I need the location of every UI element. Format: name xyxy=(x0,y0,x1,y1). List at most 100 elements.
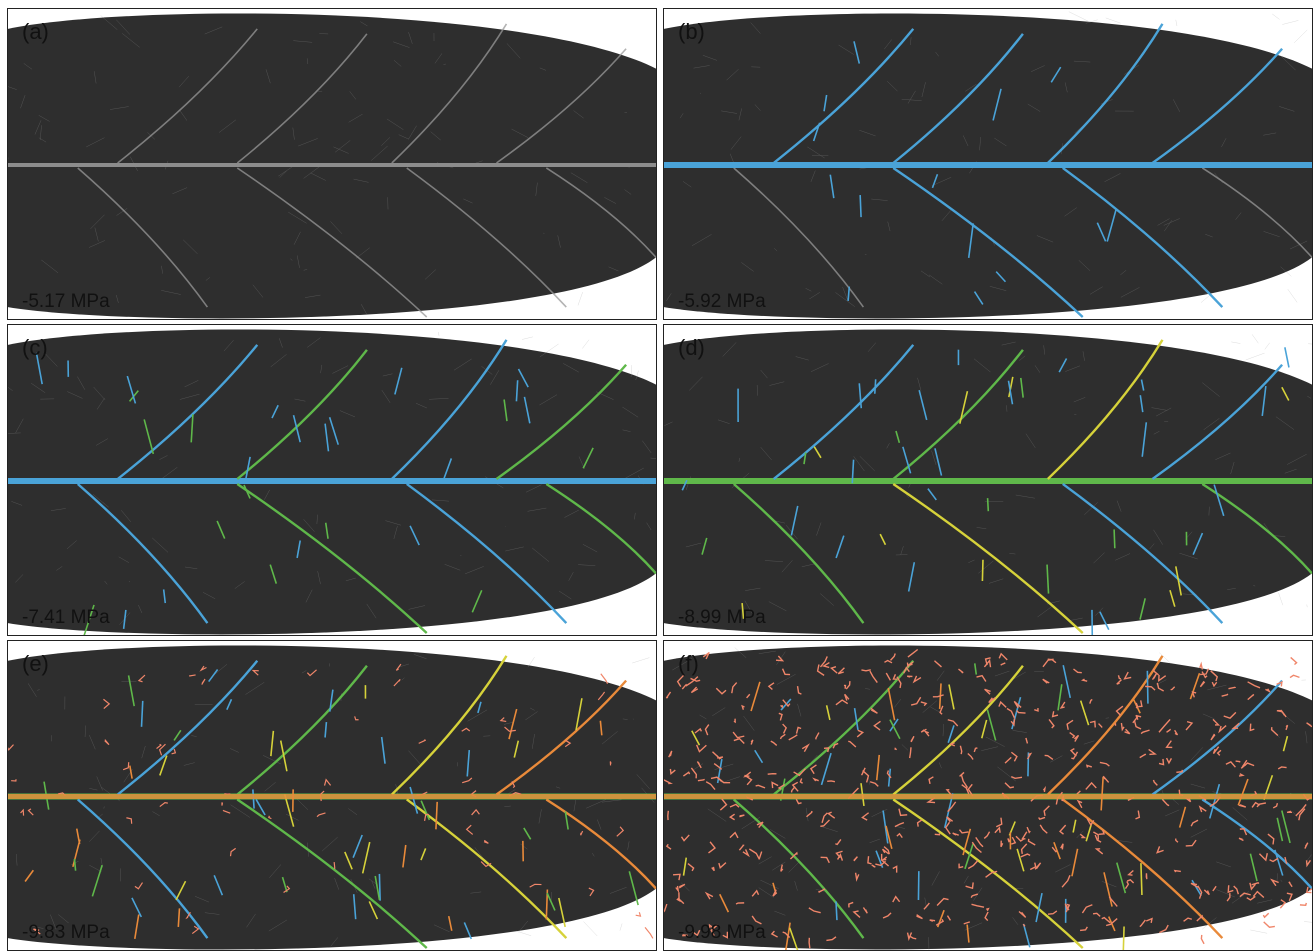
embolised-minor-vein xyxy=(1191,691,1197,698)
embolised-minor-vein xyxy=(1185,839,1197,847)
embolised-minor-vein xyxy=(664,903,668,913)
embolised-branch xyxy=(409,525,420,546)
embolised-minor-vein xyxy=(1196,914,1204,922)
embolised-minor-vein xyxy=(1161,798,1170,807)
embolised-vein xyxy=(1062,483,1224,624)
minor-vein xyxy=(1009,552,1016,555)
embolised-minor-vein xyxy=(691,929,701,937)
minor-vein xyxy=(1027,103,1041,112)
minor-vein xyxy=(118,556,130,563)
embolised-minor-vein xyxy=(923,902,930,910)
embolised-branch xyxy=(995,271,1007,283)
minor-vein xyxy=(994,137,1007,147)
embolised-minor-vein xyxy=(958,668,964,674)
embolised-minor-vein xyxy=(1101,916,1111,924)
embolised-minor-vein xyxy=(199,665,207,672)
embolised-minor-vein xyxy=(1102,775,1110,783)
minor-vein xyxy=(508,789,516,794)
embolised-vein xyxy=(1151,679,1283,796)
embolised-minor-vein xyxy=(1013,700,1022,709)
embolised-minor-vein xyxy=(1203,889,1210,896)
embolised-minor-vein xyxy=(742,771,752,778)
minor-vein xyxy=(453,358,472,371)
embolised-minor-vein xyxy=(791,781,799,792)
embolised-vein xyxy=(390,655,508,796)
embolised-minor-vein xyxy=(912,675,922,684)
embolised-branch xyxy=(435,801,438,830)
minor-vein xyxy=(730,136,742,150)
minor-vein xyxy=(622,406,639,418)
minor-vein xyxy=(853,456,865,472)
embolised-minor-vein xyxy=(844,693,850,701)
minor-vein xyxy=(1232,807,1248,821)
minor-vein xyxy=(989,286,1007,291)
embolised-minor-vein xyxy=(751,915,762,925)
minor-vein xyxy=(1034,365,1041,373)
minor-vein xyxy=(871,808,888,817)
embolised-minor-vein xyxy=(826,936,837,942)
embolised-minor-vein xyxy=(1022,923,1026,927)
embolised-minor-vein xyxy=(1190,882,1199,888)
embolised-branch xyxy=(853,707,859,731)
embolised-branch xyxy=(1106,209,1117,242)
embolised-branch xyxy=(1071,848,1079,877)
embolised-minor-vein xyxy=(741,704,745,710)
minor-vein xyxy=(66,540,77,550)
minor-vein xyxy=(348,113,363,123)
embolised-minor-vein xyxy=(1235,760,1241,763)
embolised-vein xyxy=(1046,339,1164,480)
minor-vein xyxy=(330,221,343,234)
minor-vein xyxy=(1078,260,1091,271)
embolised-minor-vein xyxy=(789,851,798,860)
embolised-minor-vein xyxy=(188,674,196,677)
panel-a: (a) -5.17 MPa xyxy=(7,8,657,320)
minor-vein xyxy=(1278,592,1284,606)
minor-vein xyxy=(100,15,118,30)
embolised-minor-vein xyxy=(682,934,688,937)
minor-vein xyxy=(1084,502,1098,516)
minor-vein xyxy=(293,40,313,43)
embolised-vein xyxy=(892,349,1024,480)
embolised-branch xyxy=(859,195,862,218)
minor-vein xyxy=(539,394,558,406)
minor-vein xyxy=(838,44,854,55)
embolised-minor-vein xyxy=(1199,661,1204,670)
embolised-branch xyxy=(1096,222,1107,242)
embolised-minor-vein xyxy=(461,727,471,732)
minor-vein xyxy=(264,782,276,792)
minor-vein xyxy=(997,766,1017,782)
embolised-minor-vein xyxy=(910,696,922,706)
embolised-minor-vein xyxy=(778,712,783,721)
embolised-minor-vein xyxy=(848,740,857,748)
embolised-minor-vein xyxy=(1048,719,1055,729)
embolised-branch xyxy=(226,698,233,710)
minor-vein xyxy=(50,508,66,511)
embolised-minor-vein xyxy=(251,669,259,676)
minor-vein xyxy=(382,373,393,377)
minor-vein xyxy=(532,547,550,562)
embolised-minor-vein xyxy=(1185,720,1194,731)
embolised-minor-vein xyxy=(729,831,739,839)
minor-vein xyxy=(555,786,561,789)
embolised-minor-vein xyxy=(635,912,642,917)
minor-vein xyxy=(1215,452,1231,460)
minor-vein xyxy=(1287,453,1307,465)
embolised-branch xyxy=(835,535,845,559)
embolised-minor-vein xyxy=(780,704,784,709)
minor-vein xyxy=(1257,899,1273,904)
embolised-minor-vein xyxy=(697,778,705,782)
minor-vein xyxy=(306,58,309,65)
minor-vein xyxy=(965,83,977,92)
embolised-minor-vein xyxy=(1158,719,1171,733)
embolised-minor-vein xyxy=(916,819,923,827)
embolised-minor-vein xyxy=(710,776,723,783)
embolised-branch xyxy=(788,927,799,950)
minor-vein xyxy=(774,910,786,916)
minor-vein xyxy=(760,446,772,461)
embolised-branch xyxy=(190,414,194,443)
minor-vein xyxy=(634,512,636,520)
embolised-minor-vein xyxy=(1174,838,1179,843)
minor-vein xyxy=(1287,289,1298,303)
embolised-minor-vein xyxy=(967,753,974,760)
embolised-minor-vein xyxy=(1272,803,1279,809)
